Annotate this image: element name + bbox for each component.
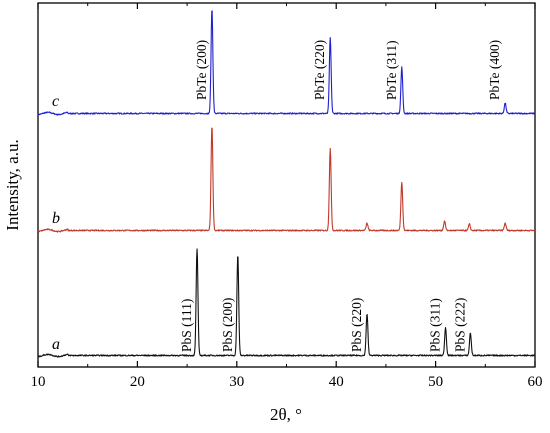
x-tick-label: 60 [528, 374, 543, 390]
diffraction-curves [37, 10, 536, 358]
y-axis-title: Intensity, a.u. [3, 139, 22, 230]
x-axis-ticks: 10 20 30 40 50 60 [31, 3, 543, 390]
peak-label: PbTe (400) [487, 40, 502, 100]
peak-label: PbS (222) [452, 298, 467, 352]
x-tick-label: 30 [229, 374, 244, 390]
peak-label: PbTe (311) [384, 40, 399, 100]
x-axis-title: 2θ, ° [270, 405, 302, 424]
peak-label: PbS (220) [349, 298, 364, 352]
peak-labels: c PbTe (200) PbTe (220) PbTe (311) PbTe (400… [52, 40, 502, 353]
x-tick-label: 40 [329, 374, 344, 390]
series-line-b [37, 127, 536, 233]
peak-label: PbS (200) [220, 298, 235, 352]
peak-label: PbTe (220) [312, 40, 327, 100]
series-line-c [37, 10, 536, 116]
x-tick-label: 20 [130, 374, 145, 390]
peak-label: PbS (111) [179, 299, 194, 352]
x-tick-label: 10 [31, 374, 46, 390]
x-tick-label: 50 [428, 374, 443, 390]
series-label-a: a [52, 336, 60, 353]
series-label-c: c [52, 93, 59, 110]
series-label-b: b [52, 210, 60, 227]
peak-label: PbTe (200) [194, 40, 209, 100]
series-line-a [37, 248, 536, 358]
peak-label: PbS (311) [428, 298, 443, 352]
